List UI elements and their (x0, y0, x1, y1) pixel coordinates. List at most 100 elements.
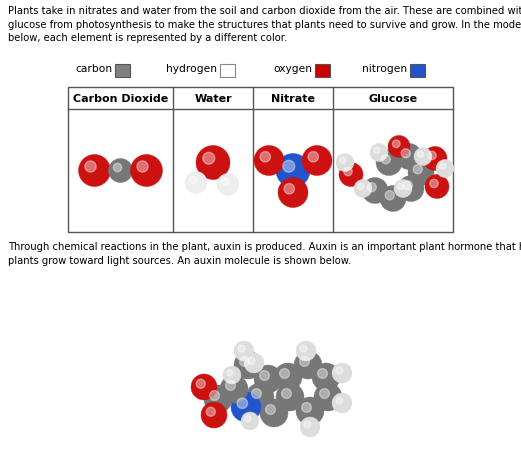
Text: hydrogen: hydrogen (166, 64, 217, 74)
FancyBboxPatch shape (315, 65, 330, 78)
Circle shape (302, 146, 332, 176)
Circle shape (414, 148, 432, 166)
Circle shape (413, 165, 423, 174)
Circle shape (246, 383, 274, 411)
Circle shape (308, 152, 318, 162)
Circle shape (428, 152, 436, 160)
Circle shape (201, 402, 227, 428)
Circle shape (376, 150, 402, 176)
Circle shape (231, 392, 261, 422)
Circle shape (418, 152, 424, 158)
Circle shape (223, 366, 241, 384)
Circle shape (440, 164, 446, 170)
FancyBboxPatch shape (220, 65, 235, 78)
Text: Water: Water (194, 94, 232, 104)
Circle shape (206, 407, 215, 416)
Circle shape (278, 178, 308, 208)
Circle shape (385, 191, 394, 201)
Circle shape (283, 161, 295, 173)
Circle shape (276, 154, 310, 188)
Circle shape (209, 391, 219, 401)
Circle shape (259, 371, 269, 381)
Circle shape (244, 353, 264, 373)
Circle shape (357, 184, 364, 190)
Circle shape (430, 180, 438, 188)
Circle shape (401, 149, 411, 158)
Circle shape (108, 159, 132, 183)
FancyBboxPatch shape (115, 65, 130, 78)
Circle shape (394, 180, 412, 198)
Circle shape (367, 183, 376, 192)
Circle shape (344, 168, 352, 176)
Circle shape (300, 357, 309, 367)
Circle shape (280, 369, 289, 379)
Circle shape (203, 153, 215, 165)
Circle shape (252, 389, 262, 398)
Circle shape (294, 351, 322, 379)
Circle shape (304, 421, 311, 428)
Circle shape (281, 389, 291, 398)
Circle shape (240, 357, 250, 367)
Circle shape (284, 184, 294, 195)
Text: oxygen: oxygen (273, 64, 312, 74)
Circle shape (204, 385, 232, 413)
Circle shape (388, 136, 410, 158)
Text: carbon: carbon (75, 64, 112, 74)
Circle shape (339, 163, 363, 187)
Circle shape (319, 389, 329, 398)
Circle shape (398, 176, 424, 202)
Circle shape (436, 160, 454, 178)
Circle shape (217, 174, 239, 196)
Circle shape (190, 177, 197, 184)
Circle shape (370, 144, 388, 162)
Text: Glucose: Glucose (368, 94, 417, 104)
Circle shape (318, 369, 327, 379)
Text: Plants take in nitrates and water from the soil and carbon dioxide from the air.: Plants take in nitrates and water from t… (8, 6, 521, 43)
Circle shape (396, 144, 422, 170)
Circle shape (266, 405, 276, 414)
Circle shape (237, 398, 247, 409)
Text: Nitrate: Nitrate (271, 94, 315, 104)
Circle shape (274, 363, 302, 391)
Circle shape (220, 375, 248, 403)
Circle shape (300, 345, 307, 352)
Circle shape (221, 179, 229, 186)
Circle shape (336, 397, 343, 404)
Circle shape (332, 363, 352, 383)
Bar (68, 88, 453, 233)
Circle shape (260, 152, 270, 162)
Circle shape (336, 367, 343, 374)
Circle shape (234, 351, 262, 379)
Circle shape (296, 397, 324, 425)
Text: Through chemical reactions in the plant, auxin is produced. Auxin is an importan: Through chemical reactions in the plant,… (8, 241, 521, 265)
Circle shape (196, 380, 205, 388)
Circle shape (392, 140, 400, 148)
Circle shape (137, 162, 148, 173)
Circle shape (398, 184, 404, 190)
Circle shape (362, 178, 388, 204)
Text: Carbon Dioxide: Carbon Dioxide (73, 94, 168, 104)
Circle shape (238, 345, 245, 352)
Circle shape (336, 154, 354, 172)
Circle shape (408, 160, 434, 186)
Circle shape (254, 365, 282, 393)
Circle shape (276, 383, 304, 411)
FancyBboxPatch shape (410, 65, 425, 78)
Circle shape (374, 148, 380, 154)
Circle shape (260, 399, 288, 427)
Circle shape (332, 393, 352, 413)
Circle shape (403, 181, 412, 190)
Circle shape (130, 155, 163, 187)
Circle shape (234, 341, 254, 361)
Circle shape (226, 381, 235, 391)
Circle shape (244, 416, 251, 422)
Circle shape (300, 417, 320, 437)
Circle shape (248, 357, 255, 364)
Circle shape (314, 383, 342, 411)
Circle shape (425, 175, 449, 199)
Circle shape (241, 412, 259, 430)
Circle shape (227, 370, 233, 376)
Circle shape (85, 162, 96, 173)
Text: nitrogen: nitrogen (362, 64, 407, 74)
Circle shape (254, 146, 284, 176)
